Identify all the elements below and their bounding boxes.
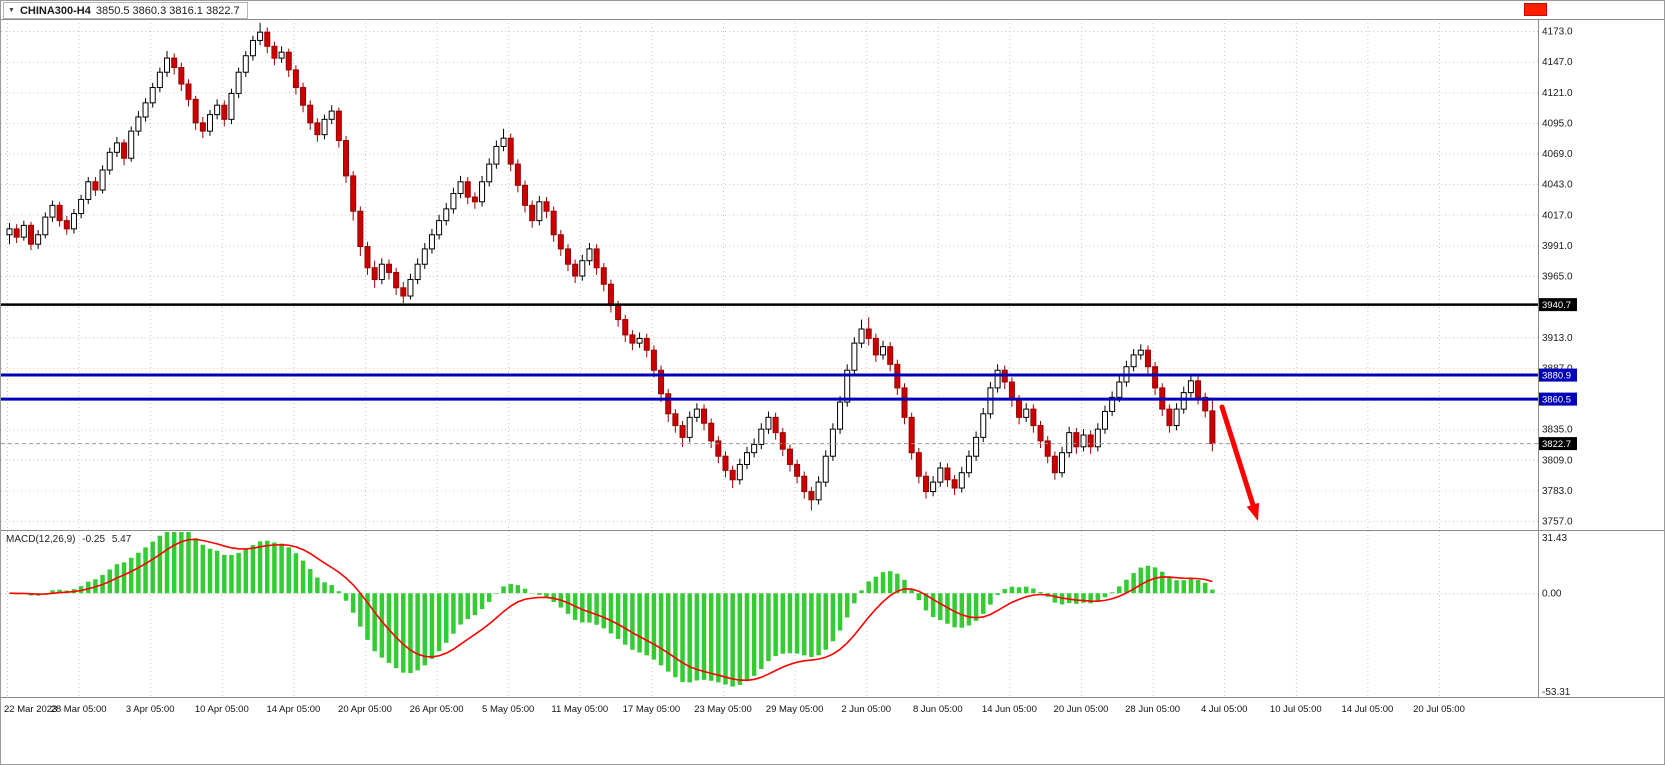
svg-text:3940.7: 3940.7 <box>1542 300 1571 311</box>
svg-text:4043.0: 4043.0 <box>1542 180 1573 191</box>
svg-text:10 Apr 05:00: 10 Apr 05:00 <box>195 704 249 715</box>
svg-text:17 May 05:00: 17 May 05:00 <box>623 704 681 715</box>
svg-text:4017.0: 4017.0 <box>1542 210 1573 221</box>
svg-text:5 May 05:00: 5 May 05:00 <box>482 704 534 715</box>
symbol-selector[interactable]: ▼ CHINA300-H4 3850.5 3860.3 3816.1 3822.… <box>3 2 248 19</box>
svg-text:0.00: 0.00 <box>1542 589 1562 600</box>
macd-main-value: -0.25 <box>82 534 106 545</box>
svg-text:8 Jun 05:00: 8 Jun 05:00 <box>913 704 963 715</box>
svg-text:14 Jul 05:00: 14 Jul 05:00 <box>1342 704 1394 715</box>
svg-text:28 Mar 05:00: 28 Mar 05:00 <box>51 704 107 715</box>
svg-text:10 Jul 05:00: 10 Jul 05:00 <box>1270 704 1322 715</box>
svg-text:14 Jun 05:00: 14 Jun 05:00 <box>982 704 1037 715</box>
svg-text:3822.7: 3822.7 <box>1542 439 1571 450</box>
svg-text:3913.0: 3913.0 <box>1542 333 1573 344</box>
ohlc-values: 3850.5 3860.3 3816.1 3822.7 <box>95 4 240 17</box>
svg-text:20 Jun 05:00: 20 Jun 05:00 <box>1054 704 1109 715</box>
svg-text:20 Apr 05:00: 20 Apr 05:00 <box>338 704 392 715</box>
svg-text:3757.0: 3757.0 <box>1542 517 1573 528</box>
panel-borders <box>1 19 1664 698</box>
svg-text:23 May 05:00: 23 May 05:00 <box>694 704 752 715</box>
candles-layer <box>6 22 1216 511</box>
svg-text:4095.0: 4095.0 <box>1542 118 1573 129</box>
macd-indicator-label: MACD(12,26,9) -0.25 5.47 <box>6 534 135 545</box>
macd-signal-line <box>9 538 1213 682</box>
macd-histogram <box>14 532 1215 687</box>
chart-header: ▼ CHINA300-H4 3850.5 3860.3 3816.1 3822.… <box>1 1 1664 19</box>
svg-text:31.43: 31.43 <box>1542 533 1567 544</box>
dropdown-arrow-icon: ▼ <box>8 7 15 14</box>
level-lines[interactable] <box>1 303 1538 445</box>
svg-text:3860.5: 3860.5 <box>1542 395 1571 406</box>
svg-text:11 May 05:00: 11 May 05:00 <box>551 704 608 715</box>
svg-text:4069.0: 4069.0 <box>1542 149 1573 160</box>
arrow-annotation[interactable] <box>1219 404 1260 521</box>
svg-text:3809.0: 3809.0 <box>1542 455 1573 466</box>
svg-text:3783.0: 3783.0 <box>1542 486 1573 497</box>
svg-text:4173.0: 4173.0 <box>1542 27 1573 38</box>
price-tags: 3940.7 3880.9 3860.5 3822.7 <box>1539 298 1577 451</box>
svg-text:20 Jul 05:00: 20 Jul 05:00 <box>1413 704 1465 715</box>
svg-text:4 Jul 05:00: 4 Jul 05:00 <box>1201 704 1247 715</box>
svg-text:3 Apr 05:00: 3 Apr 05:00 <box>126 704 175 715</box>
svg-text:4147.0: 4147.0 <box>1542 57 1573 68</box>
svg-text:3880.9: 3880.9 <box>1542 371 1571 382</box>
svg-text:28 Jun 05:00: 28 Jun 05:00 <box>1125 704 1180 715</box>
macd-axis-labels[interactable]: 31.43 0.00 -53.31 <box>1542 533 1571 698</box>
svg-text:-53.31: -53.31 <box>1542 687 1571 698</box>
svg-text:2 Jun 05:00: 2 Jun 05:00 <box>841 704 891 715</box>
svg-text:29 May 05:00: 29 May 05:00 <box>766 704 824 715</box>
svg-text:22 Mar 2023: 22 Mar 2023 <box>4 704 57 715</box>
svg-text:26 Apr 05:00: 26 Apr 05:00 <box>410 704 464 715</box>
red-rectangle-annotation[interactable] <box>1524 3 1547 16</box>
macd-name: MACD(12,26,9) <box>6 534 76 545</box>
svg-text:3965.0: 3965.0 <box>1542 272 1573 283</box>
svg-text:3835.0: 3835.0 <box>1542 425 1573 436</box>
price-axis-labels[interactable]: 4173.0 4147.0 4121.0 4095.0 4069.0 4043.0 4017… <box>1542 27 1573 528</box>
svg-text:3991.0: 3991.0 <box>1542 241 1573 252</box>
macd-signal-value: 5.47 <box>111 534 132 545</box>
svg-text:14 Apr 05:00: 14 Apr 05:00 <box>266 704 320 715</box>
svg-text:4121.0: 4121.0 <box>1542 88 1573 99</box>
symbol-label: CHINA300-H4 <box>19 4 91 17</box>
